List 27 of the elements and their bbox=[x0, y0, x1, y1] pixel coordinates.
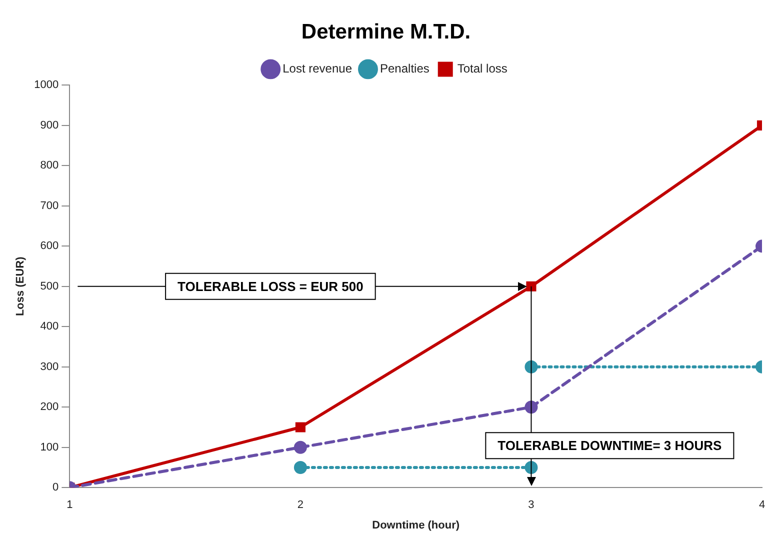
point bbox=[526, 281, 536, 292]
point bbox=[295, 422, 306, 432]
y-tick-label: 1000 bbox=[34, 79, 59, 92]
ref-line-label: TOLERABLE DOWNTIME= 3 HOURS bbox=[498, 438, 722, 454]
y-tick-label: 200 bbox=[40, 401, 59, 414]
x-tick-label: 2 bbox=[297, 499, 304, 512]
x-tick-label: 3 bbox=[528, 499, 534, 512]
y-tick-label: 0 bbox=[52, 482, 59, 494]
x-tick-label: 1 bbox=[66, 499, 73, 512]
legend-label: Total loss bbox=[457, 62, 508, 76]
chart-title: Determine M.T.D. bbox=[301, 20, 471, 44]
y-tick-label: 300 bbox=[40, 360, 59, 373]
legend-label: Penalties bbox=[380, 62, 430, 76]
point bbox=[294, 460, 307, 474]
y-axis-title: Loss (EUR) bbox=[14, 256, 27, 316]
y-tick-label: 400 bbox=[40, 320, 59, 333]
x-axis-title: Downtime (hour) bbox=[372, 519, 460, 532]
y-tick-label: 700 bbox=[40, 200, 59, 212]
y-tick-label: 100 bbox=[40, 441, 59, 454]
y-tick-label: 800 bbox=[40, 160, 59, 172]
x-tick-label: 4 bbox=[758, 499, 766, 512]
ref-line-label: TOLERABLE LOSS = EUR 500 bbox=[178, 278, 364, 294]
point bbox=[294, 440, 307, 454]
y-tick-label: 500 bbox=[40, 280, 59, 292]
legend-label: Lost revenue bbox=[282, 62, 352, 76]
y-tick-label: 600 bbox=[40, 240, 59, 252]
y-tick-label: 900 bbox=[40, 119, 59, 132]
